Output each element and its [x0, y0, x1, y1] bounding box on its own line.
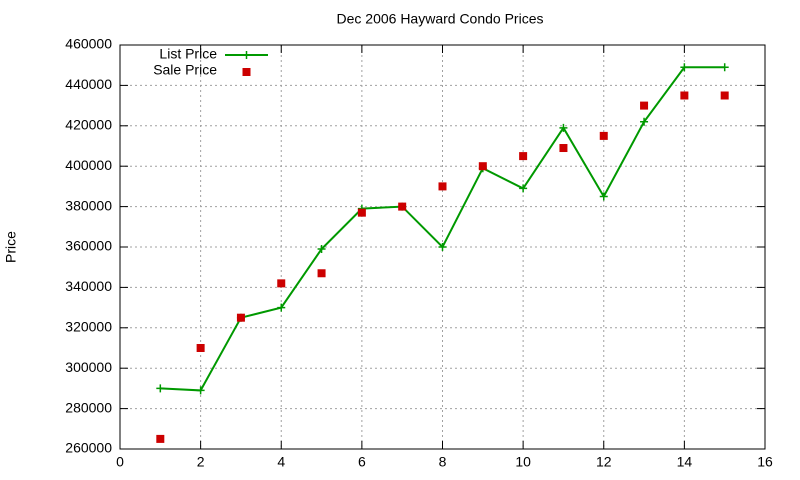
y-tick-label: 340000: [65, 278, 112, 294]
x-tick-label: 2: [197, 454, 205, 470]
point-marker: [398, 202, 407, 211]
point-marker: [438, 182, 447, 191]
point-marker: [519, 152, 528, 161]
y-tick-label: 320000: [65, 319, 112, 335]
y-axis-label: Price: [3, 231, 19, 263]
point-marker: [156, 434, 165, 443]
point-marker: [277, 303, 286, 312]
point-marker: [196, 344, 205, 352]
y-tick-label: 420000: [65, 117, 112, 133]
x-tick-label: 4: [277, 454, 285, 470]
x-tick-label: 10: [515, 454, 531, 470]
point-marker: [720, 63, 729, 72]
point-marker: [519, 184, 528, 193]
y-tick-label: 360000: [65, 238, 112, 254]
y-tick-label: 300000: [65, 359, 112, 375]
point-marker: [357, 208, 366, 217]
point-marker: [640, 117, 649, 126]
plot-border: [119, 44, 766, 450]
point-marker: [559, 144, 568, 153]
point-marker: [277, 279, 286, 288]
legend-marker: [242, 51, 251, 59]
y-tick-label: 440000: [65, 76, 112, 92]
x-tick-label: 8: [439, 454, 447, 470]
y-tick-label: 460000: [65, 36, 112, 52]
point-marker: [599, 192, 608, 201]
point-marker: [156, 384, 165, 393]
legend-label: Sale Price: [153, 62, 217, 78]
x-tick-label: 6: [358, 454, 366, 470]
point-marker: [317, 245, 326, 254]
x-tick-label: 16: [757, 454, 773, 470]
x-tick-label: 14: [677, 454, 693, 470]
x-tick-label: 12: [596, 454, 612, 470]
point-marker: [640, 101, 649, 110]
point-marker: [680, 91, 689, 100]
x-tick-label: 0: [116, 454, 124, 470]
point-marker: [680, 63, 689, 72]
point-marker: [196, 386, 205, 395]
point-marker: [438, 243, 447, 251]
point-marker: [559, 123, 568, 132]
y-tick-label: 280000: [65, 399, 112, 415]
chart-title: Dec 2006 Hayward Condo Prices: [337, 11, 544, 27]
y-tick-label: 260000: [65, 440, 112, 456]
point-marker: [317, 269, 326, 278]
point-marker: [478, 162, 487, 171]
legend-label: List Price: [159, 46, 217, 62]
legend-marker: [242, 68, 251, 76]
y-tick-label: 400000: [65, 157, 112, 173]
point-marker: [236, 313, 245, 322]
point-marker: [599, 131, 608, 140]
point-marker: [720, 91, 729, 100]
y-tick-label: 380000: [65, 197, 112, 213]
